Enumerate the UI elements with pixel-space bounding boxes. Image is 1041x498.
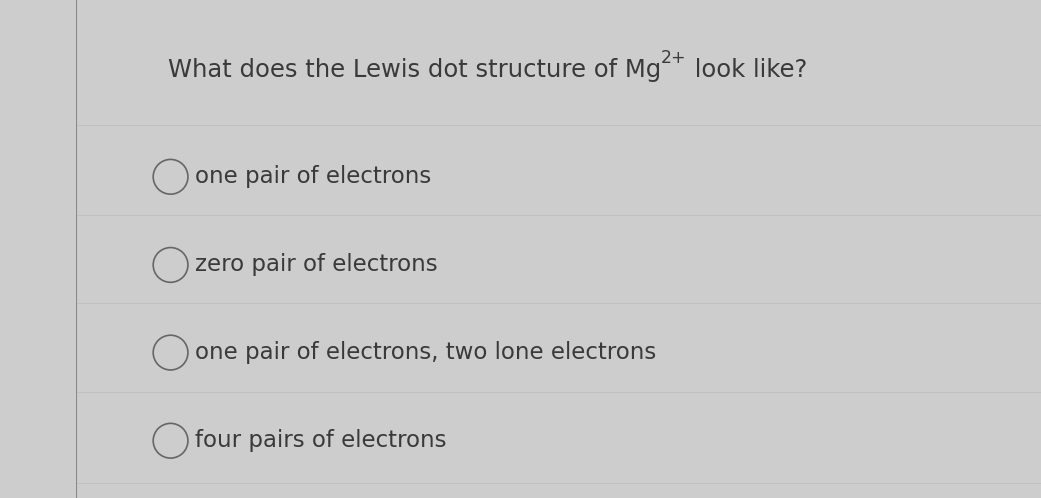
Text: one pair of electrons, two lone electrons: one pair of electrons, two lone electron… <box>195 341 656 364</box>
Text: 2+: 2+ <box>661 49 687 67</box>
Text: What does the Lewis dot structure of Mg: What does the Lewis dot structure of Mg <box>168 58 661 82</box>
Text: four pairs of electrons: four pairs of electrons <box>195 429 447 452</box>
Text: look like?: look like? <box>687 58 807 82</box>
Text: one pair of electrons: one pair of electrons <box>195 165 431 188</box>
Text: zero pair of electrons: zero pair of electrons <box>195 253 437 276</box>
